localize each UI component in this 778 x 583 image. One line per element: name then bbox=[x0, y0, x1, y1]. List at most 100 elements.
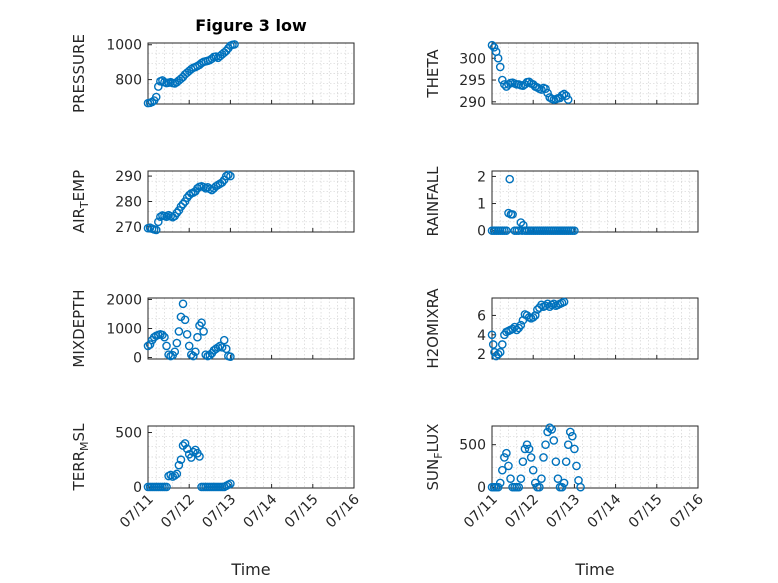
data-point bbox=[207, 54, 217, 63]
axes-frame-terr_msl bbox=[147, 425, 355, 489]
ylabel-3: RAINFALL bbox=[424, 166, 442, 237]
y-tick-label: 0 bbox=[477, 224, 486, 240]
data-point bbox=[497, 340, 507, 349]
x-tick-label: 07/11 bbox=[117, 492, 157, 532]
ylabel-5: H2OMIXRA bbox=[424, 288, 442, 369]
data-point bbox=[189, 447, 198, 457]
data-point bbox=[158, 330, 167, 340]
data-point bbox=[514, 226, 524, 235]
data-point bbox=[488, 340, 498, 349]
data-point bbox=[213, 343, 223, 352]
data-point bbox=[170, 471, 180, 480]
data-point bbox=[184, 341, 194, 351]
data-point bbox=[541, 440, 550, 449]
data-point bbox=[500, 453, 509, 462]
panel-air_temp: 270 280 290 AIRTEMP bbox=[70, 169, 355, 236]
panel-pressure: 800 1000 PRESSURE bbox=[70, 34, 355, 113]
x-tick-label: 07/15 bbox=[626, 492, 666, 532]
data-point bbox=[174, 327, 184, 336]
y-tick-label: 6 bbox=[477, 308, 486, 324]
y-tick-label: 1000 bbox=[106, 322, 142, 338]
data-point bbox=[147, 97, 157, 107]
x-tick-label: 07/13 bbox=[199, 492, 239, 532]
data-point bbox=[520, 444, 530, 454]
axes-frame-mixdepth bbox=[147, 297, 355, 360]
x-tick-label: 07/12 bbox=[158, 492, 198, 532]
data-point bbox=[170, 347, 180, 357]
y-tick-label: 0 bbox=[133, 480, 142, 496]
data-point bbox=[516, 474, 526, 483]
data-point bbox=[176, 202, 186, 211]
ylabel-1: THETA bbox=[424, 49, 442, 99]
panel-sun_flux: 0 500 SUNFLUX 07/11 07/12 07/13 07/14 07/15 07/1… bbox=[424, 423, 707, 532]
y-tick-label: 500 bbox=[115, 426, 142, 442]
data-point bbox=[541, 301, 550, 311]
data-point bbox=[172, 338, 182, 348]
data-point bbox=[201, 350, 210, 359]
data-point bbox=[528, 465, 538, 475]
ylabel-6: TERRMSL bbox=[70, 423, 91, 492]
data-point bbox=[508, 324, 517, 334]
data-point bbox=[530, 311, 540, 320]
data-point bbox=[535, 482, 544, 492]
data-point bbox=[160, 332, 169, 342]
x-tick-label: 07/12 bbox=[502, 492, 542, 532]
data-point bbox=[563, 95, 573, 104]
axes-frame-pressure bbox=[147, 42, 355, 105]
y-tick-label: 2000 bbox=[106, 292, 142, 308]
data-point bbox=[502, 226, 511, 235]
data-point bbox=[541, 84, 550, 94]
y-tick-label: 0 bbox=[477, 480, 486, 496]
ylabel-0: PRESSURE bbox=[70, 34, 88, 113]
data-point bbox=[570, 226, 579, 235]
x-tick-label: 07/13 bbox=[543, 492, 583, 532]
data-point bbox=[526, 453, 536, 462]
data-point bbox=[176, 455, 186, 465]
data-point bbox=[195, 452, 204, 461]
data-point bbox=[162, 212, 171, 222]
data-point bbox=[493, 53, 503, 63]
data-point bbox=[559, 297, 569, 307]
axes-frame-theta bbox=[491, 42, 699, 105]
x-tick-label: 07/11 bbox=[461, 492, 501, 532]
figure-title: Figure 3 low bbox=[195, 16, 307, 35]
data-point bbox=[226, 479, 235, 488]
data-point bbox=[151, 92, 161, 102]
x-axis-label-right: Time bbox=[574, 560, 614, 579]
panel-rainfall: 0 1 2 RAINFALL bbox=[424, 166, 699, 240]
data-point bbox=[166, 470, 175, 480]
data-point bbox=[178, 199, 188, 209]
data-point bbox=[505, 174, 515, 184]
data-point bbox=[549, 436, 559, 445]
data-point bbox=[551, 457, 561, 466]
ylabel-4: MIXDEPTH bbox=[70, 289, 88, 367]
data-point bbox=[162, 341, 171, 351]
data-point bbox=[153, 82, 163, 91]
x-tick-label: 07/16 bbox=[667, 491, 707, 531]
data-point bbox=[559, 478, 569, 488]
data-point bbox=[537, 300, 546, 310]
data-point bbox=[500, 80, 509, 89]
y-tick-label: 300 bbox=[459, 51, 486, 67]
panel-terr_msl: 0 500 TERRMSL 07/11 07/12 07/13 07/14 07/15 07/1… bbox=[70, 423, 363, 531]
data-point bbox=[199, 327, 208, 336]
data-point bbox=[516, 218, 526, 227]
data-point bbox=[512, 325, 522, 335]
data-point bbox=[516, 320, 526, 330]
data-point bbox=[537, 85, 546, 94]
data-point bbox=[487, 330, 497, 340]
y-tick-label: 270 bbox=[115, 220, 142, 236]
data-point bbox=[572, 461, 581, 471]
data-point bbox=[493, 482, 503, 492]
data-point bbox=[172, 208, 182, 218]
data-point bbox=[549, 299, 559, 309]
y-tick-label: 290 bbox=[115, 169, 142, 185]
panel-h2omixra: 2 4 6 H2OMIXRA bbox=[424, 288, 699, 369]
x-axis-label-left: Time bbox=[230, 560, 270, 579]
data-point bbox=[561, 457, 571, 466]
data-point bbox=[502, 448, 511, 458]
data-point bbox=[539, 453, 548, 462]
y-tick-label: 4 bbox=[477, 328, 486, 344]
data-point bbox=[145, 340, 155, 349]
